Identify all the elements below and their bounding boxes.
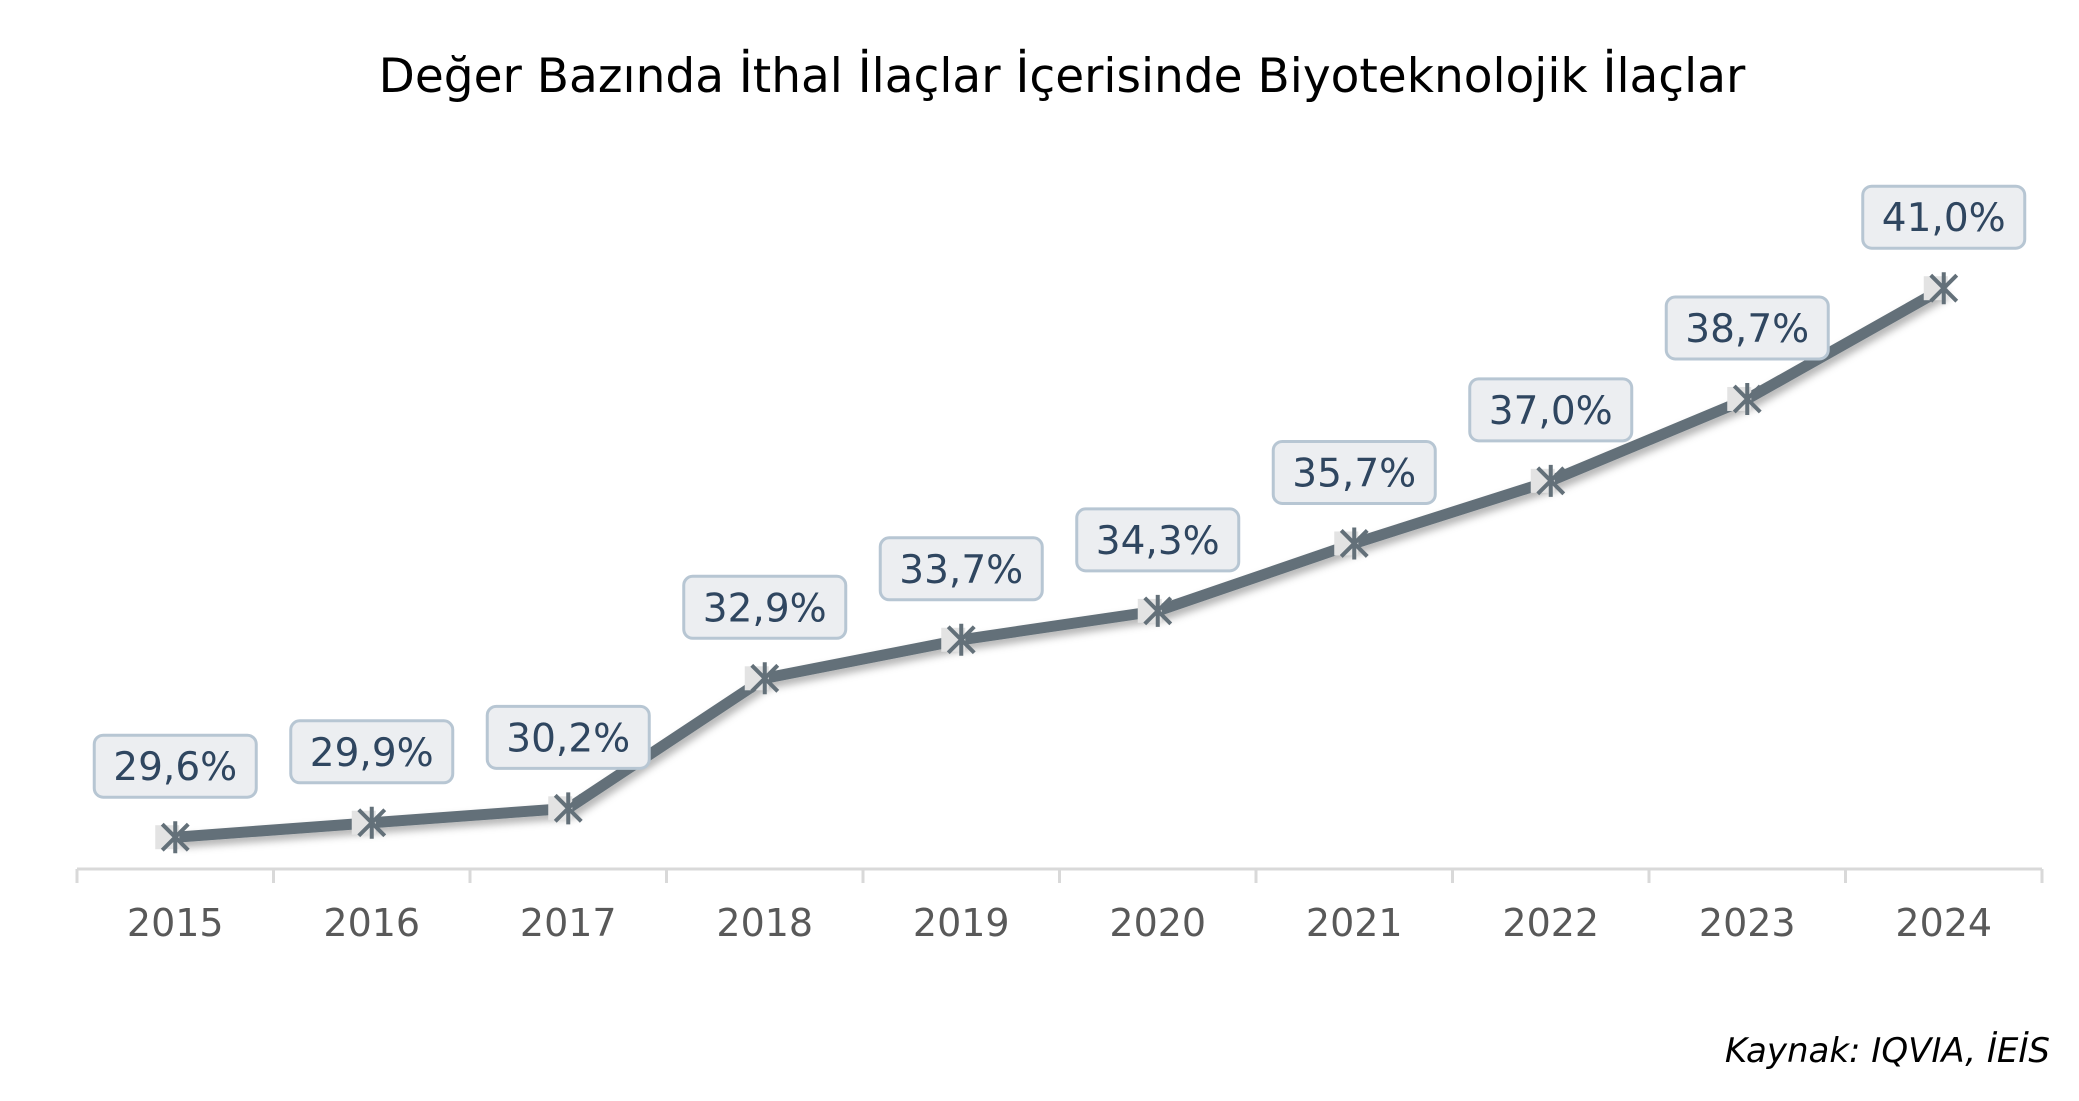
data-label-text: 38,7% (1685, 307, 1809, 352)
data-label: 38,7% (1664, 295, 1830, 361)
data-label: 34,3% (1075, 507, 1241, 573)
data-point-marker (744, 662, 780, 695)
data-label: 41,0% (1861, 184, 2027, 250)
chart-title: Değer Bazında İthal İlaçlar İçerisinde B… (379, 49, 1746, 104)
series-line (155, 272, 1959, 854)
data-label-box (289, 719, 455, 785)
asterisk-marker-icon (1536, 464, 1566, 497)
data-label-box (1271, 439, 1437, 505)
x-tick-label: 2022 (1502, 901, 1599, 945)
data-label: 29,9% (289, 719, 455, 785)
series-line-path (174, 283, 1947, 843)
data-label: 32,9% (682, 574, 848, 640)
x-tick-label: 2015 (127, 901, 224, 945)
x-tick-label: 2016 (323, 901, 420, 945)
asterisk-marker-icon (160, 821, 190, 854)
data-point-marker (351, 806, 387, 839)
x-tick-label: 2023 (1699, 901, 1796, 945)
data-point-marker (1334, 527, 1369, 560)
x-axis: 2015 2016 2017 2018 2019 2020 2021 2022 2023 2024 (75, 867, 2044, 945)
x-tick-label: 2018 (716, 901, 813, 945)
data-label-text: 29,9% (310, 731, 434, 776)
data-label-text: 30,2% (506, 716, 630, 761)
data-point-marker (155, 821, 190, 854)
data-point-marker (1137, 594, 1173, 627)
x-tick-label: 2020 (1109, 901, 1206, 945)
data-labels: 29,6% 29,9% 30,2% 32,9% 33,7% 34,3% 35,7% 37,0%… (92, 184, 2027, 799)
data-label-box (682, 574, 848, 640)
data-point-marker (1727, 382, 1762, 415)
data-label: 35,7% (1271, 439, 1437, 505)
data-label-text: 41,0% (1882, 196, 2006, 241)
data-label: 29,6% (92, 733, 258, 799)
data-label: 30,2% (485, 704, 651, 770)
data-label-text: 29,6% (113, 745, 237, 790)
x-tick-label: 2019 (913, 901, 1010, 945)
data-label-text: 37,0% (1489, 389, 1613, 434)
data-label-text: 33,7% (899, 548, 1023, 593)
data-label-box (878, 536, 1044, 602)
data-point-marker (548, 792, 583, 825)
x-tick-label: 2021 (1306, 901, 1403, 945)
data-label-box (1861, 184, 2027, 250)
data-point-marker (1923, 272, 1959, 305)
data-label: 33,7% (878, 536, 1044, 602)
asterisk-marker-icon (750, 662, 780, 695)
data-label-box (1664, 295, 1830, 361)
asterisk-marker-icon (1732, 382, 1762, 415)
data-label: 37,0% (1468, 377, 1634, 443)
source-note: Kaynak: IQVIA, İEİS (1725, 1031, 2050, 1071)
data-label-box (92, 733, 258, 799)
data-label-box (1468, 377, 1634, 443)
data-point-marker (941, 623, 976, 656)
asterisk-marker-icon (1339, 527, 1369, 560)
asterisk-marker-icon (357, 806, 387, 839)
data-label-text: 35,7% (1292, 451, 1416, 496)
data-point-marker (1530, 464, 1566, 497)
asterisk-marker-icon (553, 792, 583, 825)
asterisk-marker-icon (946, 623, 976, 656)
data-label-box (1075, 507, 1241, 573)
asterisk-marker-icon (1143, 594, 1173, 627)
x-tick-label: 2024 (1895, 901, 1992, 945)
asterisk-marker-icon (1929, 272, 1959, 305)
data-label-box (485, 704, 651, 770)
data-label-text: 34,3% (1096, 519, 1220, 564)
data-label-text: 32,9% (703, 586, 827, 631)
x-tick-label: 2017 (520, 901, 617, 945)
